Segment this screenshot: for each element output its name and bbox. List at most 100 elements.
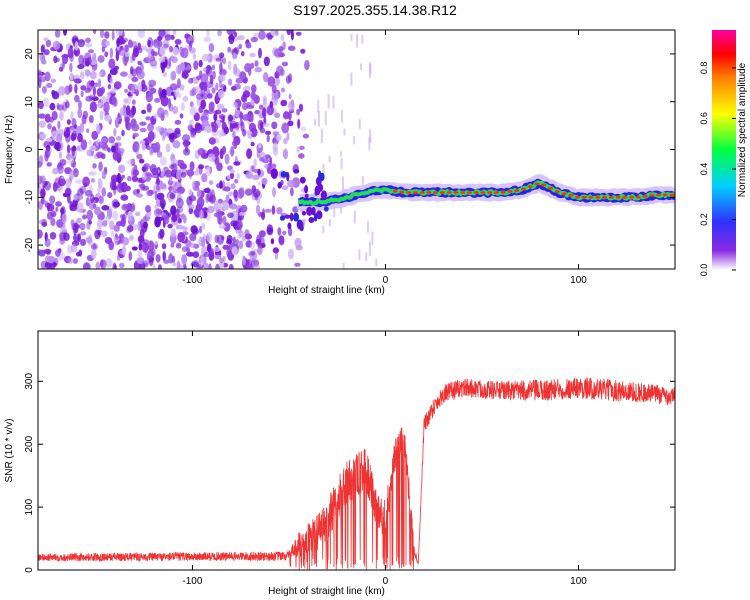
noise-blob xyxy=(209,74,214,85)
noise-blob xyxy=(143,163,151,170)
snr-xtick-label: 100 xyxy=(570,576,587,587)
noise-blob xyxy=(132,41,138,48)
noise-blob xyxy=(172,140,181,149)
noise-blob xyxy=(298,145,305,150)
noise-blob xyxy=(96,218,103,230)
colorbar-tick-label: 0.2 xyxy=(699,213,709,226)
noise-blob xyxy=(287,120,294,127)
noise-blob xyxy=(172,262,177,267)
noise-blob xyxy=(297,118,301,129)
noise-blob xyxy=(115,116,120,122)
noise-blob xyxy=(118,164,126,173)
noise-blob xyxy=(169,34,176,40)
noise-blob xyxy=(101,230,108,238)
noise-blob xyxy=(132,143,138,153)
signal-track-core xyxy=(534,182,540,186)
noise-blob xyxy=(149,148,154,156)
noise-blob xyxy=(44,147,51,159)
noise-blob xyxy=(157,264,162,269)
noise-blob xyxy=(246,105,254,110)
noise-blob xyxy=(213,113,218,121)
noise-blob xyxy=(141,109,147,114)
noise-blob xyxy=(52,167,59,175)
noise-blob xyxy=(126,225,134,232)
noise-blob xyxy=(116,38,120,47)
noise-blob xyxy=(108,58,116,69)
noise-blob xyxy=(165,143,171,153)
noise-blob xyxy=(64,187,72,197)
noise-blob xyxy=(105,40,110,47)
noise-blob xyxy=(232,236,236,245)
noise-blob xyxy=(51,91,60,100)
noise-blob xyxy=(262,122,270,128)
noise-blob xyxy=(262,72,269,83)
noise-blob xyxy=(304,60,310,71)
noise-blob xyxy=(98,181,103,189)
noise-blob xyxy=(149,59,158,67)
noise-blob xyxy=(193,170,201,176)
noise-blob xyxy=(207,205,215,214)
noise-blob xyxy=(242,255,246,266)
noise-blob xyxy=(236,173,240,180)
noise-blob xyxy=(271,121,278,130)
noise-blob xyxy=(80,231,87,236)
signal-onset-blob xyxy=(280,171,287,178)
noise-blob xyxy=(77,108,83,119)
noise-blob xyxy=(266,134,270,143)
noise-blob xyxy=(243,85,251,92)
noise-blob xyxy=(230,220,238,227)
noise-blob xyxy=(57,248,62,254)
noise-blob xyxy=(254,60,259,67)
noise-blob xyxy=(259,157,265,162)
signal-track-core xyxy=(439,191,445,194)
noise-blob xyxy=(154,204,158,209)
noise-blob xyxy=(150,49,155,56)
noise-blob xyxy=(231,141,236,146)
noise-blob xyxy=(67,156,74,165)
noise-blob xyxy=(50,78,57,84)
noise-blob xyxy=(86,149,94,157)
colorbar-tick-label: 0.8 xyxy=(699,62,709,75)
noise-blob xyxy=(46,211,54,220)
noise-blob xyxy=(38,249,46,257)
signal-track-core xyxy=(588,195,594,199)
noise-blob xyxy=(146,145,151,151)
noise-blob xyxy=(276,207,283,215)
signal-onset-blob xyxy=(293,212,299,222)
noise-blob xyxy=(172,255,176,264)
noise-blob xyxy=(250,36,258,43)
noise-streak xyxy=(365,252,368,262)
noise-blob xyxy=(85,37,91,43)
noise-blob xyxy=(59,159,67,166)
noise-blob xyxy=(56,142,61,150)
noise-blob xyxy=(237,35,245,41)
noise-blob xyxy=(235,77,244,84)
noise-blob xyxy=(101,220,108,227)
noise-blob xyxy=(174,39,182,45)
noise-blob xyxy=(168,185,172,192)
signal-track-core xyxy=(554,190,560,194)
snr-frame xyxy=(37,330,676,571)
noise-blob xyxy=(272,187,276,198)
noise-blob xyxy=(195,75,202,81)
noise-blob xyxy=(170,205,177,216)
signal-onset-blob xyxy=(319,172,325,182)
noise-blob xyxy=(170,228,177,238)
signal-track-core xyxy=(399,190,405,194)
noise-blob xyxy=(169,192,176,199)
noise-blob xyxy=(157,35,163,42)
noise-blob xyxy=(125,105,131,116)
noise-blob xyxy=(257,119,264,131)
noise-blob xyxy=(246,148,253,160)
noise-blob xyxy=(212,121,216,131)
noise-blob xyxy=(151,167,159,175)
noise-streak xyxy=(333,201,336,218)
noise-blob xyxy=(95,123,100,132)
noise-blob xyxy=(80,90,84,98)
noise-blob xyxy=(131,76,139,82)
noise-blob xyxy=(132,169,139,177)
noise-blob xyxy=(113,185,117,196)
noise-blob xyxy=(233,161,241,166)
noise-blob xyxy=(239,111,244,121)
